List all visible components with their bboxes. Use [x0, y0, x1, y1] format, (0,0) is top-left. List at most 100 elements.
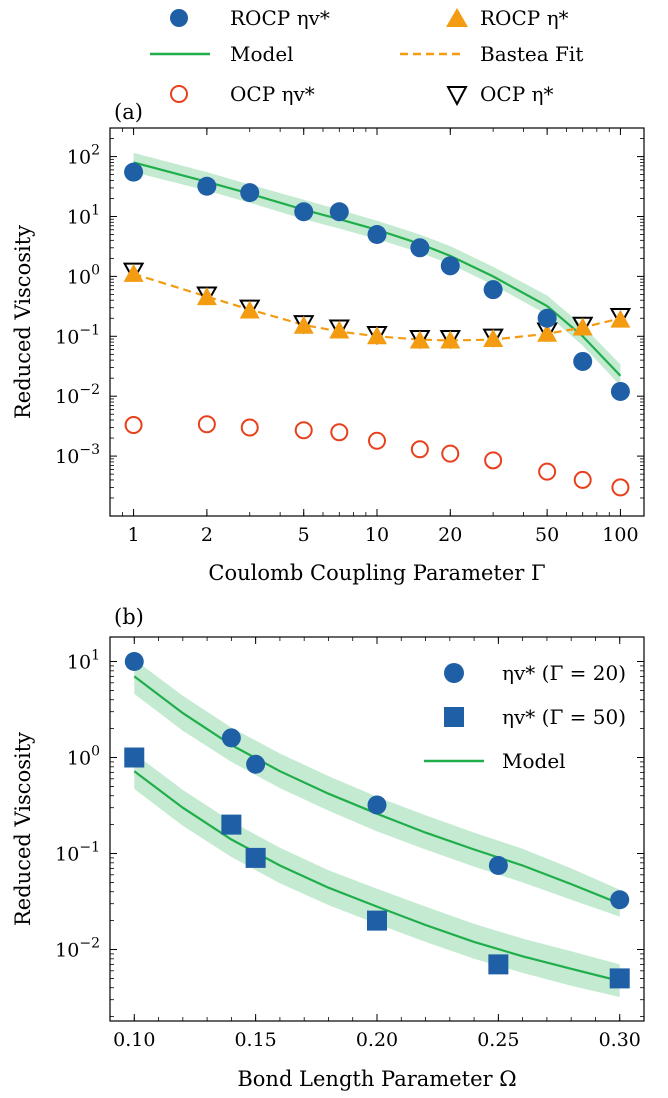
panel-a-ytick-label: 102 — [67, 143, 100, 169]
panel-b-point — [124, 747, 145, 768]
legend-label-ocp-etav: OCP ηv* — [230, 82, 315, 106]
panel-b-ytick-label: 100 — [67, 744, 100, 770]
panel-a-point — [573, 351, 593, 371]
panel-b-label: (b) — [114, 605, 144, 629]
panel-b-legend-label-g20: ηv* (Γ = 20) — [502, 661, 626, 685]
panel-b-ticks: 0.10 0.15 0.20 0.25 0.30 10−2 10−1 100 101 — [55, 637, 645, 1051]
panel-a-point — [124, 162, 144, 182]
panel-a: (a) 1 2 5 10 20 50 100 10−3 10−2 10−1 100 101 102 Co… — [11, 100, 645, 585]
panel-a-point — [537, 308, 557, 328]
panel-b-legend-marker-g20 — [444, 663, 464, 683]
panel-b-xtick-label: 0.10 — [113, 1029, 155, 1051]
panel-a-point — [240, 418, 259, 437]
panel-b-model-band-area — [134, 753, 620, 997]
panel-a-point — [610, 381, 630, 401]
panel-a-bastea-line — [133, 272, 621, 342]
panel-b-legend: ηv* (Γ = 20) ηv* (Γ = 50) Model — [424, 661, 626, 773]
panel-b-point — [367, 795, 387, 815]
legend-label-rocp-etav: ROCP ηv* — [230, 6, 330, 30]
legend-label-rocp-eta: ROCP η* — [480, 6, 569, 30]
panel-a-point — [122, 262, 145, 282]
panel-a-xtick-label: 100 — [602, 524, 638, 546]
panel-a-point — [294, 202, 314, 222]
panel-a-point — [483, 280, 503, 300]
panel-a-xtick-label: 1 — [128, 524, 140, 546]
panel-a-point — [197, 176, 217, 196]
legend-label-model: Model — [230, 42, 294, 66]
panel-b-model-band-area — [134, 659, 620, 917]
panel-b-ytick-label: 10−1 — [55, 840, 100, 866]
legend-label-ocp-eta: OCP η* — [480, 82, 554, 106]
panel-a-point — [367, 326, 387, 345]
panel-a-xlabel: Coulomb Coupling Parameter Γ — [208, 561, 545, 585]
panel-b-xtick-label: 0.30 — [599, 1029, 641, 1051]
panel-a-point — [329, 202, 349, 222]
panel-b-model-band — [134, 659, 620, 997]
legend-marker-ocp-etav — [170, 85, 188, 103]
panel-b-xlabel: Bond Length Parameter Ω — [237, 1067, 516, 1091]
panel-a-xtick-label: 5 — [298, 524, 310, 546]
panel-b-point — [246, 754, 266, 774]
panel-a-point — [124, 416, 143, 435]
legend-marker-ocp-eta — [446, 86, 468, 107]
panel-a-point — [610, 309, 631, 328]
panel-a-point — [572, 317, 593, 336]
panel-b-point — [221, 728, 241, 748]
panel-a-xtick-label: 20 — [438, 524, 462, 546]
panel-a-ylabel: Reduced Viscosity — [11, 225, 35, 419]
panel-b-point — [124, 652, 144, 672]
panel-a-point — [367, 225, 387, 245]
panel-a-point — [611, 478, 630, 497]
panel-a-ytick-label: 10−1 — [55, 322, 100, 348]
panel-a-point — [293, 315, 314, 334]
panel-b-point — [610, 890, 630, 910]
panel-b-point — [245, 847, 266, 868]
panel-a-point — [440, 256, 460, 276]
panel-a-point — [440, 330, 461, 349]
panel-a-point — [123, 263, 144, 282]
panel-a-point — [441, 444, 460, 463]
panel-b-ylabel: Reduced Viscosity — [11, 732, 35, 926]
panel-a-ticks: 1 2 5 10 20 50 100 10−3 10−2 10−1 100 101 102 — [55, 127, 644, 546]
panel-a-point — [410, 440, 429, 459]
panel-a-point — [537, 323, 558, 342]
panel-a-point — [294, 421, 313, 440]
panel-b-xtick-label: 0.25 — [477, 1029, 519, 1051]
panel-b-markers — [124, 652, 630, 989]
panel-a-point — [197, 415, 216, 434]
panel-a-point — [368, 431, 386, 450]
legend-label-bastea: Bastea Fit — [480, 42, 583, 66]
panel-a-ytick-label: 101 — [67, 202, 100, 228]
panel-a-point — [483, 329, 504, 348]
panel-a-xtick-label: 2 — [201, 524, 213, 546]
panel-a-xtick-label: 50 — [535, 524, 559, 546]
panel-a-ytick-label: 10−3 — [55, 442, 100, 468]
panel-b-legend-label-g50: ηv* (Γ = 50) — [502, 705, 626, 729]
panel-b-point — [609, 968, 630, 989]
legend-marker-rocp-etav — [170, 9, 188, 27]
panel-b-legend-label-model: Model — [502, 749, 566, 773]
panel-a-markers — [122, 162, 632, 497]
panel-a-ytick-label: 100 — [67, 262, 100, 288]
panel-a-point — [329, 320, 350, 339]
panel-a-point — [410, 238, 430, 258]
panel-b-legend-marker-g50 — [444, 707, 464, 727]
legend-marker-rocp-eta — [446, 8, 468, 27]
panel-a-point — [328, 319, 351, 339]
panel-b-ytick-label: 101 — [67, 648, 100, 674]
panel-a-point — [196, 287, 217, 306]
panel-a-point — [240, 183, 260, 203]
panel-b-ytick-label: 10−2 — [55, 936, 100, 962]
panel-b-xtick-label: 0.20 — [356, 1029, 398, 1051]
panel-b-point — [488, 856, 508, 876]
top-legend: ROCP ηv* ROCP η* Model Bastea Fit OCP ηv… — [150, 6, 583, 107]
panel-a-point — [573, 470, 592, 489]
panel-a-point — [538, 462, 557, 481]
panel-a-point — [409, 330, 430, 349]
panel-a-ytick-label: 10−2 — [55, 382, 100, 408]
panel-b-point — [488, 954, 509, 975]
panel-a-xtick-label: 10 — [365, 524, 389, 546]
panel-b-point — [367, 910, 387, 931]
panel-b-point — [221, 814, 242, 835]
